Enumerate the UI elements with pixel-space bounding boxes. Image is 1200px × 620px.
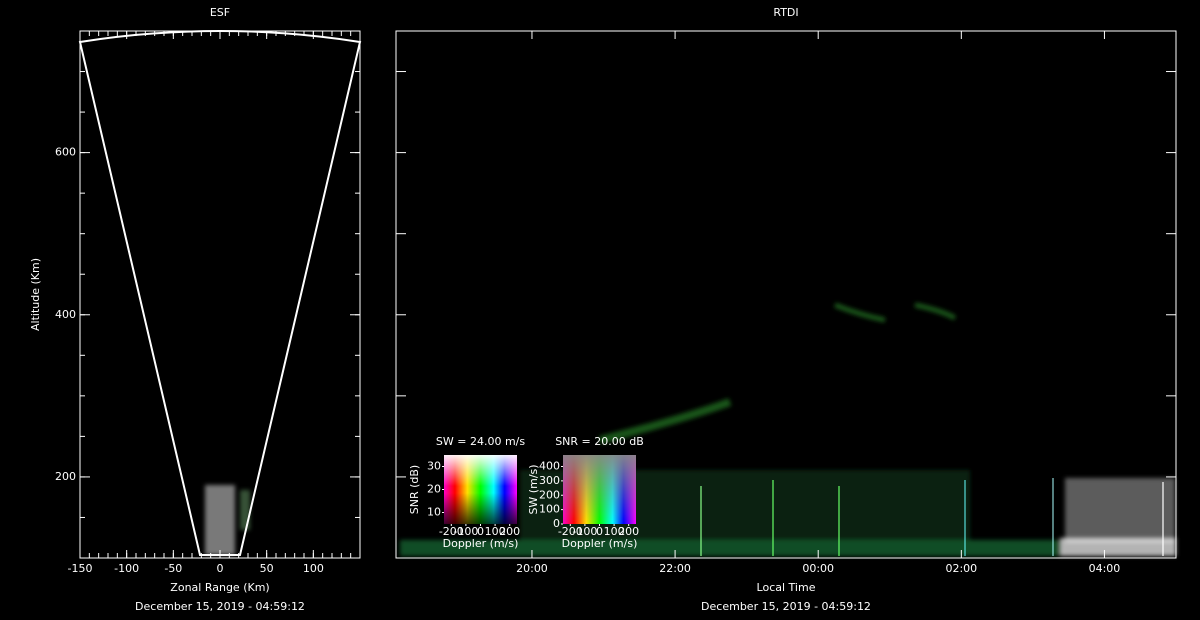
color-key-shade [444,455,517,524]
plot-frame [395,30,1177,559]
color-key-x-tick-label: 200 [499,525,520,538]
x-tick-label: 04:00 [1089,562,1121,575]
x-tick-label: 00:00 [802,562,834,575]
color-key-x-tick-label: 100 [604,525,625,538]
color-key-x-tick-label: -200 [558,525,583,538]
x-tick-label: 50 [260,562,274,575]
color-key-x-tick-label: 0 [596,525,603,538]
color-key-x-tick-label: -200 [439,525,464,538]
y-tick-label: 200 [55,470,76,483]
radar-streaks [700,478,1164,556]
color-key-y-tick-label: 0 [553,517,560,530]
y-axis-label: Altitude (Km) [29,258,42,331]
color-key-y-tick-label: 400 [539,460,560,473]
radar-echoes [205,302,1176,556]
footer-timestamp: December 15, 2019 - 04:59:12 [135,600,305,613]
color-key-x-tick-label: -100 [453,525,478,538]
color-key-y-tick-label: 30 [427,460,441,473]
x-axis-label: Zonal Range (Km) [170,581,269,594]
x-tick-label: 100 [303,562,324,575]
color-key-y-label: SNR (dB) [408,465,421,514]
x-axis-label: Local Time [757,581,816,594]
color-key-y-tick-label: 200 [539,488,560,501]
x-tick-label: -150 [68,562,93,575]
color-key-title: SNR = 20.00 dB [555,435,644,448]
color-key-x-tick-label: 0 [477,525,484,538]
x-tick-label: 22:00 [659,562,691,575]
x-tick-label: 20:00 [516,562,548,575]
y-tick-label: 600 [55,146,76,159]
chart-title: ESF [210,6,230,19]
color-key-y-label: SW (m/s) [527,464,540,514]
chart-title: RTDI [773,6,798,19]
color-key-y-tick-label: 20 [427,483,441,496]
color-key-x-tick-label: -100 [572,525,597,538]
color-key-x-tick-label: 200 [618,525,639,538]
color-key-x-label: Doppler (m/s) [443,537,519,550]
color-key-shade [563,455,636,524]
color-key-x-label: Doppler (m/s) [562,537,638,550]
y-tick-label: 400 [55,308,76,321]
color-key-y-tick-label: 100 [539,503,560,516]
color-key-y-tick-label: 300 [539,474,560,487]
color-key-title: SW = 24.00 m/s [436,435,525,448]
beam-fan [78,30,362,556]
plot-frame [79,30,361,559]
color-key-x-tick-label: 100 [485,525,506,538]
footer-timestamp: December 15, 2019 - 04:59:12 [701,600,871,613]
x-tick-label: -100 [114,562,139,575]
x-tick-label: -50 [164,562,182,575]
x-tick-label: 02:00 [945,562,977,575]
color-key-y-tick-label: 10 [427,506,441,519]
x-tick-label: 0 [217,562,224,575]
